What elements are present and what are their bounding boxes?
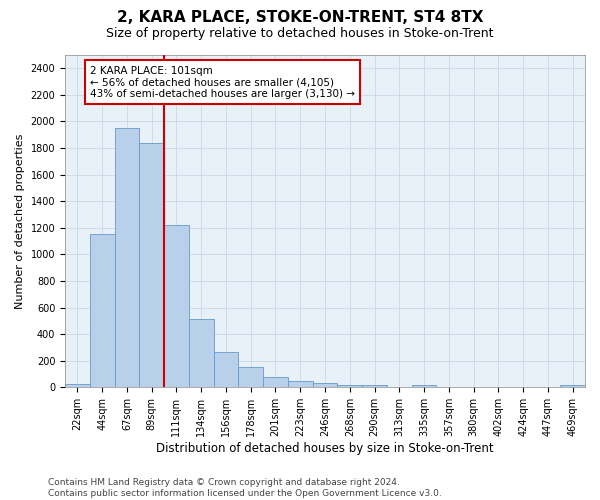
Bar [189,319,214,388]
Bar [263,378,288,388]
Bar [313,382,337,388]
Bar [90,234,115,388]
Text: Contains HM Land Registry data © Crown copyright and database right 2024.
Contai: Contains HM Land Registry data © Crown c… [48,478,442,498]
X-axis label: Distribution of detached houses by size in Stoke-on-Trent: Distribution of detached houses by size … [156,442,494,455]
Bar [139,142,164,388]
Bar [214,352,238,388]
Y-axis label: Number of detached properties: Number of detached properties [15,134,25,309]
Bar [362,386,387,388]
Bar [288,382,313,388]
Bar [387,386,412,388]
Text: 2, KARA PLACE, STOKE-ON-TRENT, ST4 8TX: 2, KARA PLACE, STOKE-ON-TRENT, ST4 8TX [117,10,483,25]
Bar [65,384,90,388]
Bar [238,366,263,388]
Bar [337,385,362,388]
Bar [560,385,585,388]
Text: 2 KARA PLACE: 101sqm
← 56% of detached houses are smaller (4,105)
43% of semi-de: 2 KARA PLACE: 101sqm ← 56% of detached h… [90,66,355,99]
Bar [115,128,139,388]
Bar [412,385,436,388]
Text: Size of property relative to detached houses in Stoke-on-Trent: Size of property relative to detached ho… [106,28,494,40]
Bar [164,225,189,388]
